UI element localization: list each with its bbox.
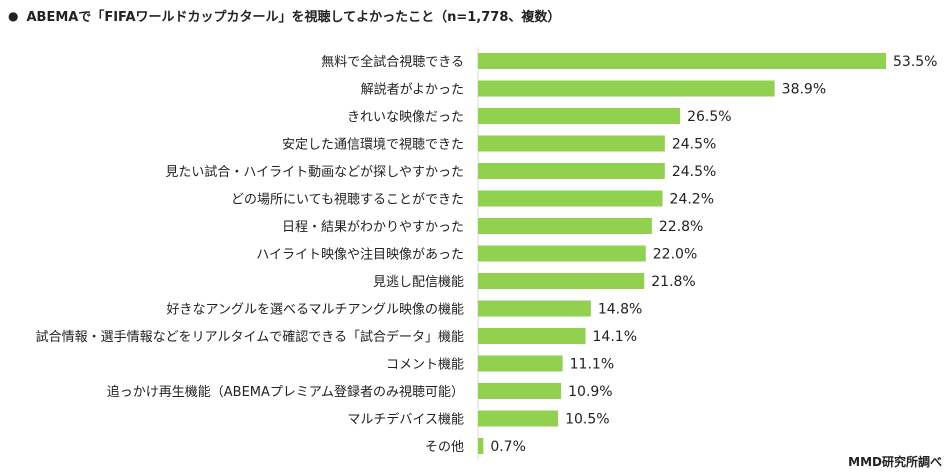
data-label: 24.2% [670,192,714,208]
data-label: 11.1% [570,357,614,373]
bar [478,163,665,179]
data-label: 22.8% [659,219,703,235]
category-label: コメント機能 [386,358,464,373]
data-label: 0.7% [490,439,526,455]
category-label: 見逃し配信機能 [373,275,464,290]
data-label: 22.0% [653,247,697,263]
category-label: マルチデバイス機能 [347,412,464,428]
data-label: 21.8% [651,274,695,290]
data-label: 24.5% [672,164,716,180]
data-label: 10.9% [568,384,612,400]
bar [478,273,645,289]
chart-title: ● ABEMAで「FIFAワールドカップカタール」を視聴してよかったこと（n=1… [8,6,561,26]
category-label: その他 [425,440,464,455]
category-label: きれいな映像だった [347,110,464,125]
category-label: どの場所にいても視聴することができた [231,193,464,208]
bar [478,80,775,97]
data-label: 14.1% [593,329,637,345]
category-label: 日程・結果がわかりやすかった [282,220,464,235]
data-label: 14.8% [598,302,642,318]
category-label: 試合情報・選手情報などをリアルタイムで確認できる「試合データ」機能 [36,329,464,345]
bar [478,410,559,427]
bar [478,190,663,207]
category-label: 見たい試合・ハイライト動画などが探しやすかった [165,164,464,180]
data-label: 24.5% [672,137,716,153]
bar [478,328,586,344]
category-label: 好きなアングルを選べるマルチアングル映像の機能 [167,303,464,318]
data-label: 26.5% [687,109,731,125]
data-label: 53.5% [893,54,937,70]
bar [478,135,665,152]
bar [478,245,646,262]
source-credit: MMD研究所調べ [848,455,942,469]
category-label: 追っかけ再生機能（ABEMAプレミアム登録者のみ視聴可能） [107,384,464,400]
bar [478,53,886,69]
chart-title-text: ABEMAで「FIFAワールドカップカタール」を視聴してよかったこと（n=1,7… [26,10,561,25]
category-label: ハイライト映像や注目映像があった [256,248,464,263]
bar [478,300,591,317]
category-label: 無料で全試合視聴できる [321,54,464,70]
category-label: 解説者がよかった [361,82,464,98]
bar [478,218,652,234]
bar [478,438,484,454]
data-label: 10.5% [565,412,609,428]
data-label: 38.9% [782,82,826,98]
bar [478,355,563,372]
bullet-icon: ● [8,8,19,23]
bar [478,383,562,399]
category-label: 安定した通信環境で視聴できた [282,138,464,153]
bar [478,108,681,124]
